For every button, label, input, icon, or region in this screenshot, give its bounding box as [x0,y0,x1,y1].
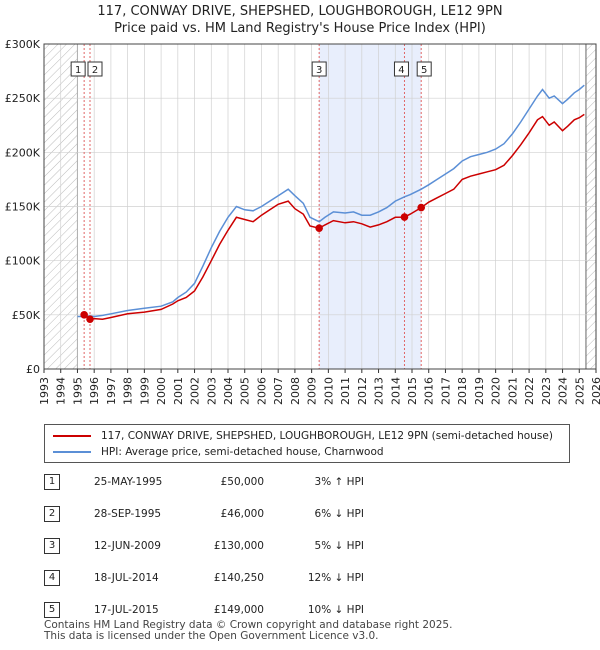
table-row: 5 17-JUL-2015 £149,000 10% ↓ HPI [44,602,404,618]
x-tick-label: 1999 [138,377,151,405]
legend-swatch-price-paid [53,435,91,437]
transaction-number-badge: 2 [44,506,60,522]
x-tick-label: 1996 [88,377,101,405]
price-paid-line [83,113,585,320]
legend-item-hpi: HPI: Average price, semi-detached house,… [53,444,384,460]
event-label: 3 [316,65,322,76]
x-tick-label: 2015 [406,377,419,405]
x-tick-label: 2013 [373,377,386,405]
transaction-hpi-diff: 12% ↓ HPI [307,572,364,584]
table-row: 3 12-JUN-2009 £130,000 5% ↓ HPI [44,538,404,554]
x-tick-label: 1997 [105,377,118,405]
footer-attribution: Contains HM Land Registry data © Crown c… [44,620,452,642]
x-tick-label: 2019 [473,377,486,405]
x-tick-label: 2025 [573,377,586,405]
transaction-hpi-diff: 10% ↓ HPI [307,604,364,616]
transaction-number-badge: 5 [44,602,60,618]
x-tick-label: 2011 [339,377,352,405]
legend-label-price-paid: 117, CONWAY DRIVE, SHEPSHED, LOUGHBOROUG… [101,430,553,442]
x-tick-label: 2004 [222,377,235,405]
sale-point [417,203,426,212]
x-tick-label: 2021 [506,377,519,405]
table-row: 2 28-SEP-1995 £46,000 6% ↓ HPI [44,506,404,522]
event-label-box [70,61,86,77]
transaction-date: 18-JUL-2014 [94,572,159,584]
x-tick-label: 2017 [439,377,452,405]
transaction-hpi-diff: 5% ↓ HPI [314,540,364,552]
footer-licence: This data is licensed under the Open Gov… [44,630,379,642]
x-tick-label: 2012 [356,377,369,405]
transaction-price: £46,000 [220,508,264,520]
event-label-box [87,61,103,77]
sale-point [86,315,94,323]
x-tick-label: 2020 [490,377,503,405]
sale-point [315,224,323,232]
legend-swatch-hpi [53,451,91,453]
transaction-price: £149,000 [213,604,264,616]
event-label-box [311,61,327,77]
y-tick-label: £150K [5,201,41,214]
transaction-date: 12-JUN-2009 [94,540,161,552]
x-tick-label: 2024 [557,377,570,405]
transaction-number-badge: 3 [44,538,60,554]
x-tick-label: 2018 [456,377,469,405]
x-tick-label: 2009 [306,377,319,405]
event-label: 2 [92,65,98,76]
transaction-hpi-diff: 3% ↑ HPI [314,476,364,488]
x-tick-label: 2003 [205,377,218,405]
chart-subtitle: Price paid vs. HM Land Registry's House … [114,21,486,36]
footer-copyright: Contains HM Land Registry data © Crown c… [44,619,453,631]
x-tick-label: 2008 [289,377,302,405]
hpi-line [77,84,585,318]
y-tick-label: £0 [26,363,40,376]
legend-item-price-paid: 117, CONWAY DRIVE, SHEPSHED, LOUGHBOROUG… [53,428,553,444]
event-label: 1 [75,65,81,76]
chart-legend: 117, CONWAY DRIVE, SHEPSHED, LOUGHBOROUG… [44,424,570,463]
x-tick-label: 2006 [255,377,268,405]
transaction-hpi-diff: 6% ↓ HPI [314,508,364,520]
x-tick-label: 2001 [172,377,185,405]
event-label: 4 [398,65,404,76]
x-tick-label: 1995 [71,377,84,405]
x-tick-label: 2026 [590,377,600,405]
transaction-number-badge: 4 [44,570,60,586]
x-tick-label: 2014 [389,377,402,405]
chart-title: 117, CONWAY DRIVE, SHEPSHED, LOUGHBOROUG… [97,4,503,19]
x-tick-label: 2010 [322,377,335,405]
sale-point [80,311,88,319]
y-tick-label: £250K [5,92,41,105]
transaction-date: 28-SEP-1995 [94,508,162,520]
event-label: 5 [421,65,427,76]
transaction-number-badge: 1 [44,474,60,490]
legend-label-hpi: HPI: Average price, semi-detached house,… [101,446,384,458]
x-tick-label: 1993 [38,377,51,405]
table-row: 1 25-MAY-1995 £50,000 3% ↑ HPI [44,474,404,490]
x-tick-label: 2005 [239,377,252,405]
transaction-price: £130,000 [213,540,264,552]
y-tick-label: £50K [12,309,41,322]
transaction-price: £50,000 [220,476,264,488]
chart-title-block: 117, CONWAY DRIVE, SHEPSHED, LOUGHBOROUG… [0,3,600,37]
event-label-box [393,61,409,77]
y-tick-label: £200K [5,146,41,159]
x-tick-label: 1998 [122,377,135,405]
x-tick-label: 2022 [523,377,536,405]
x-tick-label: 2023 [540,377,553,405]
transaction-date: 25-MAY-1995 [94,476,163,488]
x-tick-label: 2002 [189,377,202,405]
x-tick-label: 2016 [423,377,436,405]
y-tick-label: £100K [5,255,41,268]
x-tick-label: 1994 [55,377,68,405]
event-label-box [416,61,432,77]
x-tick-label: 2007 [272,377,285,405]
y-tick-label: £300K [5,38,41,51]
plot-frame [43,43,597,370]
transaction-date: 17-JUL-2015 [94,604,159,616]
sale-point [400,213,409,221]
table-row: 4 18-JUL-2014 £140,250 12% ↓ HPI [44,570,404,586]
x-tick-label: 2000 [155,377,168,405]
transaction-price: £140,250 [213,572,264,584]
